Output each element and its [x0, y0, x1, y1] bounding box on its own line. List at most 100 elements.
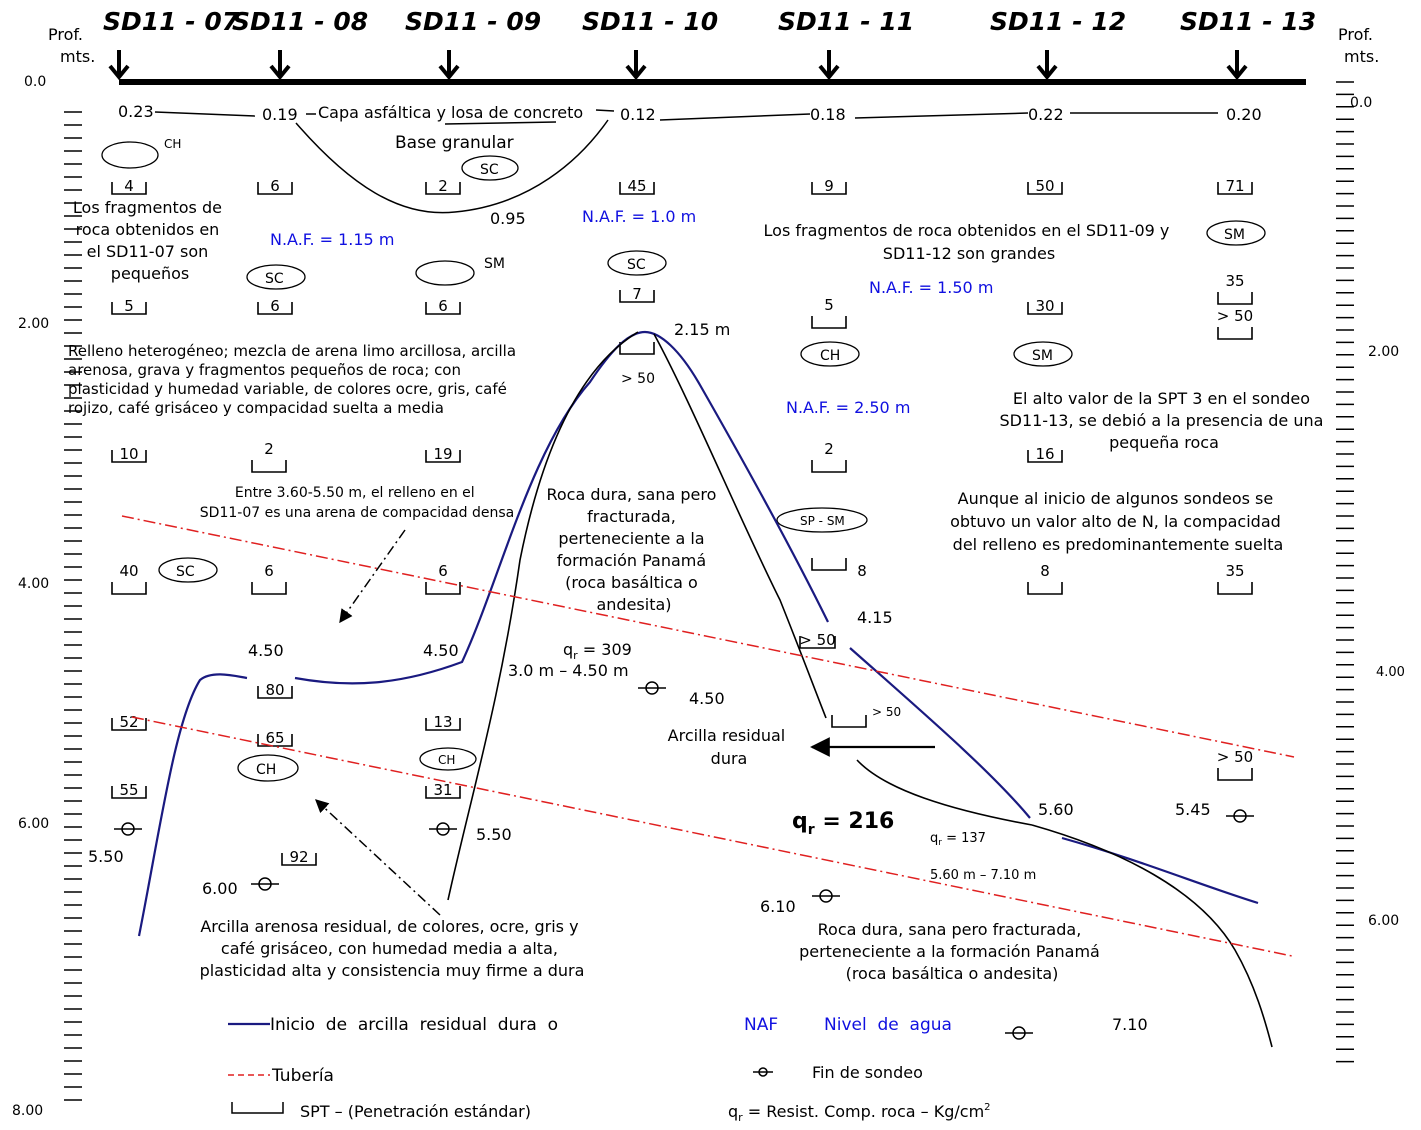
end-depth-sd11-09: 5.50 [476, 825, 512, 844]
note-fill-description: Relleno heterogéneo; mezcla de arena lim… [68, 342, 521, 417]
spt-value: 92 [289, 848, 308, 866]
spt-bracket [619, 290, 655, 303]
asphalt-depth-sd11-10: 0.12 [620, 105, 656, 124]
soil-sc-sd11-08: SC [265, 271, 284, 287]
spt-bracket [831, 715, 867, 728]
spt-value: 71 [1225, 177, 1244, 195]
legend-end-label: Fin de sondeo [812, 1063, 923, 1082]
depth-left-8: 8.00 [12, 1103, 43, 1119]
borehole-title-sd11-10: SD11 - 10 [582, 7, 718, 36]
soil-sc-sd11-10: SC [627, 257, 646, 273]
end-depth-sd11-08: 6.00 [202, 879, 238, 898]
borehole-title-sd11-13: SD11 - 13 [1180, 7, 1316, 36]
naf-sd11-10: N.A.F. = 1.0 m [582, 207, 696, 226]
label-gt50-sd11-10: > 50 [621, 371, 655, 387]
asphalt-layer-label: Capa asfáltica y losa de concreto [318, 103, 583, 122]
soil-sm-sd11-13: SM [1224, 227, 1245, 243]
spt-bracket [1217, 327, 1253, 340]
soil-sc-base: SC [480, 162, 499, 178]
spt-bracket [281, 853, 317, 866]
note-compaction: Aunque al inicio de algunos sondeos se o… [950, 489, 1286, 554]
label-clay-sd11-08: 4.50 [248, 641, 284, 660]
spt-value: 6 [270, 297, 280, 315]
depth-left-4: 4.00 [18, 576, 49, 592]
asphalt-depth-sd11-07: 0.23 [118, 102, 154, 121]
spt-value: 6 [438, 562, 448, 580]
spt-bracket [425, 718, 461, 731]
mts-label-left: mts. [60, 47, 95, 66]
annotation-arrows [315, 529, 935, 916]
note-sd07-fragments: Los fragmentos de roca obtenidos en el S… [73, 198, 227, 283]
borehole-title-sd11-09: SD11 - 09 [405, 7, 541, 36]
borehole-title-sd11-11: SD11 - 11 [778, 7, 914, 36]
spt-value: 5 [824, 296, 834, 314]
qr-137: qr = 137 [930, 831, 986, 848]
spt-value: 16 [1035, 445, 1054, 463]
note-rock-upper: Roca dura, sana pero fracturada, pertene… [546, 485, 721, 614]
spt-bracket [1217, 582, 1253, 595]
spt-bracket [425, 582, 461, 595]
residual-clay-lines [137, 330, 1259, 937]
spt-bracket [619, 342, 655, 355]
asphalt-depth-sd11-12: 0.22 [1028, 105, 1064, 124]
spt-bracket [111, 786, 147, 799]
label-clay-sd11-11: 4.15 [857, 608, 893, 627]
spt-markers: 4 6 2 45 9 50 71 5 6 6 7 5 30 35 > 50 10 2 19 2 16 40 6 6 8 8 35 >… [111, 177, 1253, 866]
spt-bracket [111, 182, 147, 195]
spt-bracket [1027, 582, 1063, 595]
spt-value: 2 [438, 177, 448, 195]
spt-bracket [619, 182, 655, 195]
naf-sd11-11: N.A.F. = 2.50 m [786, 398, 910, 417]
label-rock-top: 2.15 m [674, 320, 730, 339]
spt-value: 19 [433, 445, 452, 463]
spt-bracket [111, 582, 147, 595]
depth-left-6: 6.00 [18, 816, 49, 832]
soil-sm-sd11-09: SM [484, 256, 505, 272]
spt-bracket [811, 316, 847, 329]
depth-left-2: 2.00 [18, 316, 49, 332]
note-sand-dense: Entre 3.60-5.50 m, el relleno en el SD11… [200, 485, 514, 521]
legend-spt-label: SPT – (Penetración estándar) [300, 1102, 531, 1121]
depth-right-4: 4.00 [1376, 665, 1405, 680]
pipe-lines [121, 515, 1295, 957]
spt-value: 40 [119, 562, 138, 580]
legend-qr-label: qr = Resist. Comp. roca – Kg/cm2 [728, 1102, 991, 1124]
soil-ch-sd11-08: CH [256, 762, 276, 778]
spt-bracket [1217, 292, 1253, 305]
depth-scale-left [64, 111, 82, 1101]
end-of-borehole-markers [114, 681, 1254, 903]
spt-value: 2 [824, 440, 834, 458]
soil-sp-sm: SP - SM [800, 514, 845, 528]
spt-value: 65 [265, 729, 284, 747]
soil-sc-sd11-07: SC [176, 564, 195, 580]
spt-value: > 50 [1217, 307, 1253, 325]
spt-value: 45 [627, 177, 646, 195]
prof-label-left: Prof. [48, 25, 83, 44]
spt-value: 55 [119, 781, 138, 799]
label-clay-sd11-12: 5.60 [1038, 800, 1074, 819]
rock-boundary-lines [447, 331, 1273, 1048]
borehole-title-sd11-08: SD11 - 08 [232, 7, 368, 36]
label-clay-sd11-09: 4.50 [423, 641, 459, 660]
spt-value: 4 [124, 177, 134, 195]
spt-bracket [811, 182, 847, 195]
soil-sm-sd11-12: SM [1032, 348, 1053, 364]
note-rock-lower: Roca dura, sana pero fracturada, pertene… [799, 920, 1105, 983]
qr-216: qr = 216 [792, 809, 894, 838]
note-spt3: El alto valor de la SPT 3 en el sondeo S… [999, 389, 1328, 452]
legend-naf-label: Nivel de agua [824, 1015, 952, 1035]
legend-end-icon [753, 1026, 1033, 1077]
spt-value: > 50 [799, 631, 835, 649]
borehole-arrows [108, 50, 1248, 81]
spt-bracket [257, 302, 293, 315]
depth-scale-right [1336, 81, 1354, 1063]
spt-bracket [111, 302, 147, 315]
end-depth-sd11-07: 5.50 [88, 847, 124, 866]
note-sandy-clay: Arcilla arenosa residual, de colores, oc… [200, 917, 585, 980]
spt-bracket [257, 182, 293, 195]
base-granular-label: Base granular [395, 133, 514, 153]
spt-value: 35 [1225, 562, 1244, 580]
spt-bracket [1217, 182, 1253, 195]
prof-label-right: Prof. [1338, 25, 1373, 44]
